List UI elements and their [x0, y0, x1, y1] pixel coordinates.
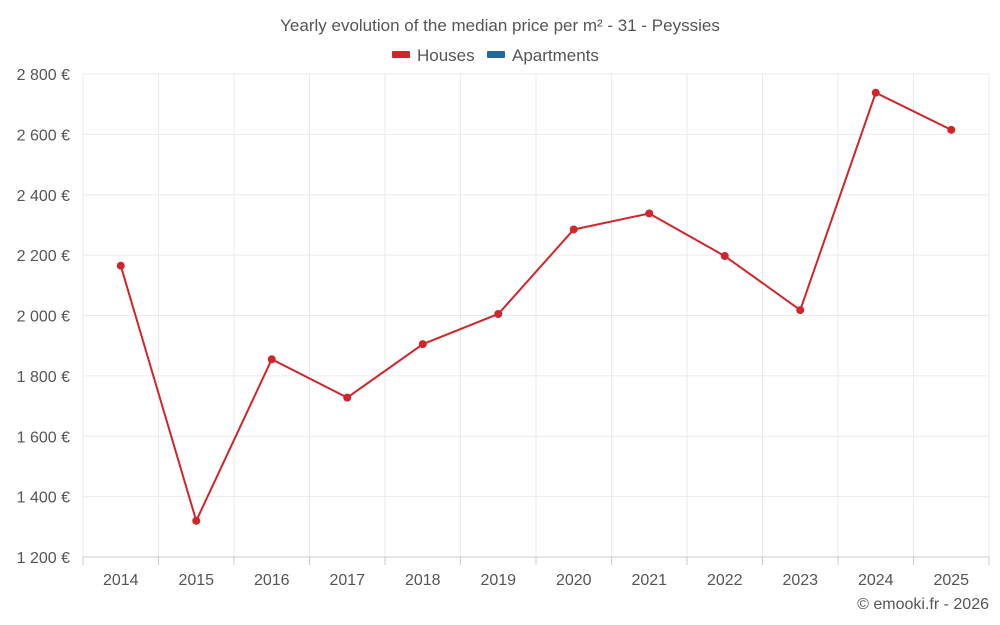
series-layer — [116, 88, 956, 525]
data-point[interactable] — [418, 340, 427, 349]
legend-item-houses[interactable]: Houses — [392, 46, 475, 65]
grid — [82, 73, 990, 557]
data-point[interactable] — [267, 355, 276, 364]
legend-swatch-apartments — [487, 51, 505, 58]
x-tick-label: 2022 — [707, 572, 743, 589]
data-point[interactable] — [569, 225, 578, 234]
data-point[interactable] — [947, 125, 956, 134]
x-axis: 2014 2015 2016 2017 2018 2019 2020 2021 2022 2023… — [82, 556, 990, 589]
credit-text: © emooki.fr - 2026 — [857, 596, 989, 613]
x-tick-label: 2025 — [933, 572, 969, 589]
data-point[interactable] — [796, 306, 805, 315]
legend-item-apartments[interactable]: Apartments — [487, 46, 599, 65]
y-tick-label: 1 400 € — [17, 490, 70, 507]
y-tick-label: 2 600 € — [17, 127, 70, 144]
data-point[interactable] — [645, 209, 654, 218]
data-point[interactable] — [494, 309, 503, 318]
legend: Houses Apartments — [392, 46, 599, 65]
data-point[interactable] — [720, 252, 729, 261]
x-tick-label: 2021 — [631, 572, 667, 589]
y-tick-label: 2 200 € — [17, 248, 70, 265]
data-point[interactable] — [192, 516, 201, 525]
y-tick-label: 2 400 € — [17, 188, 70, 205]
legend-label-houses: Houses — [417, 46, 475, 65]
x-tick-label: 2024 — [858, 572, 894, 589]
data-point[interactable] — [116, 261, 125, 270]
x-tick-label: 2017 — [329, 572, 365, 589]
x-tick-label: 2014 — [103, 572, 139, 589]
y-tick-label: 1 600 € — [17, 429, 70, 446]
x-tick-label: 2023 — [782, 572, 818, 589]
data-point[interactable] — [871, 88, 880, 97]
x-tick-label: 2015 — [178, 572, 214, 589]
x-tick-label: 2020 — [556, 572, 592, 589]
x-tick-label: 2016 — [254, 572, 290, 589]
y-tick-label: 2 000 € — [17, 309, 70, 326]
y-tick-label: 2 800 € — [17, 67, 70, 84]
y-tick-label: 1 800 € — [17, 369, 70, 386]
legend-swatch-houses — [392, 51, 410, 58]
data-point[interactable] — [343, 393, 352, 402]
x-tick-label: 2019 — [480, 572, 516, 589]
legend-label-apartments: Apartments — [512, 46, 599, 65]
series-line-houses — [119, 91, 952, 522]
y-tick-label: 1 200 € — [17, 550, 70, 567]
x-tick-label: 2018 — [405, 572, 441, 589]
y-axis: 1 200 € 1 400 € 1 600 € 1 800 € 2 000 € 2 200… — [17, 67, 70, 567]
chart-title: Yearly evolution of the median price per… — [280, 16, 720, 35]
